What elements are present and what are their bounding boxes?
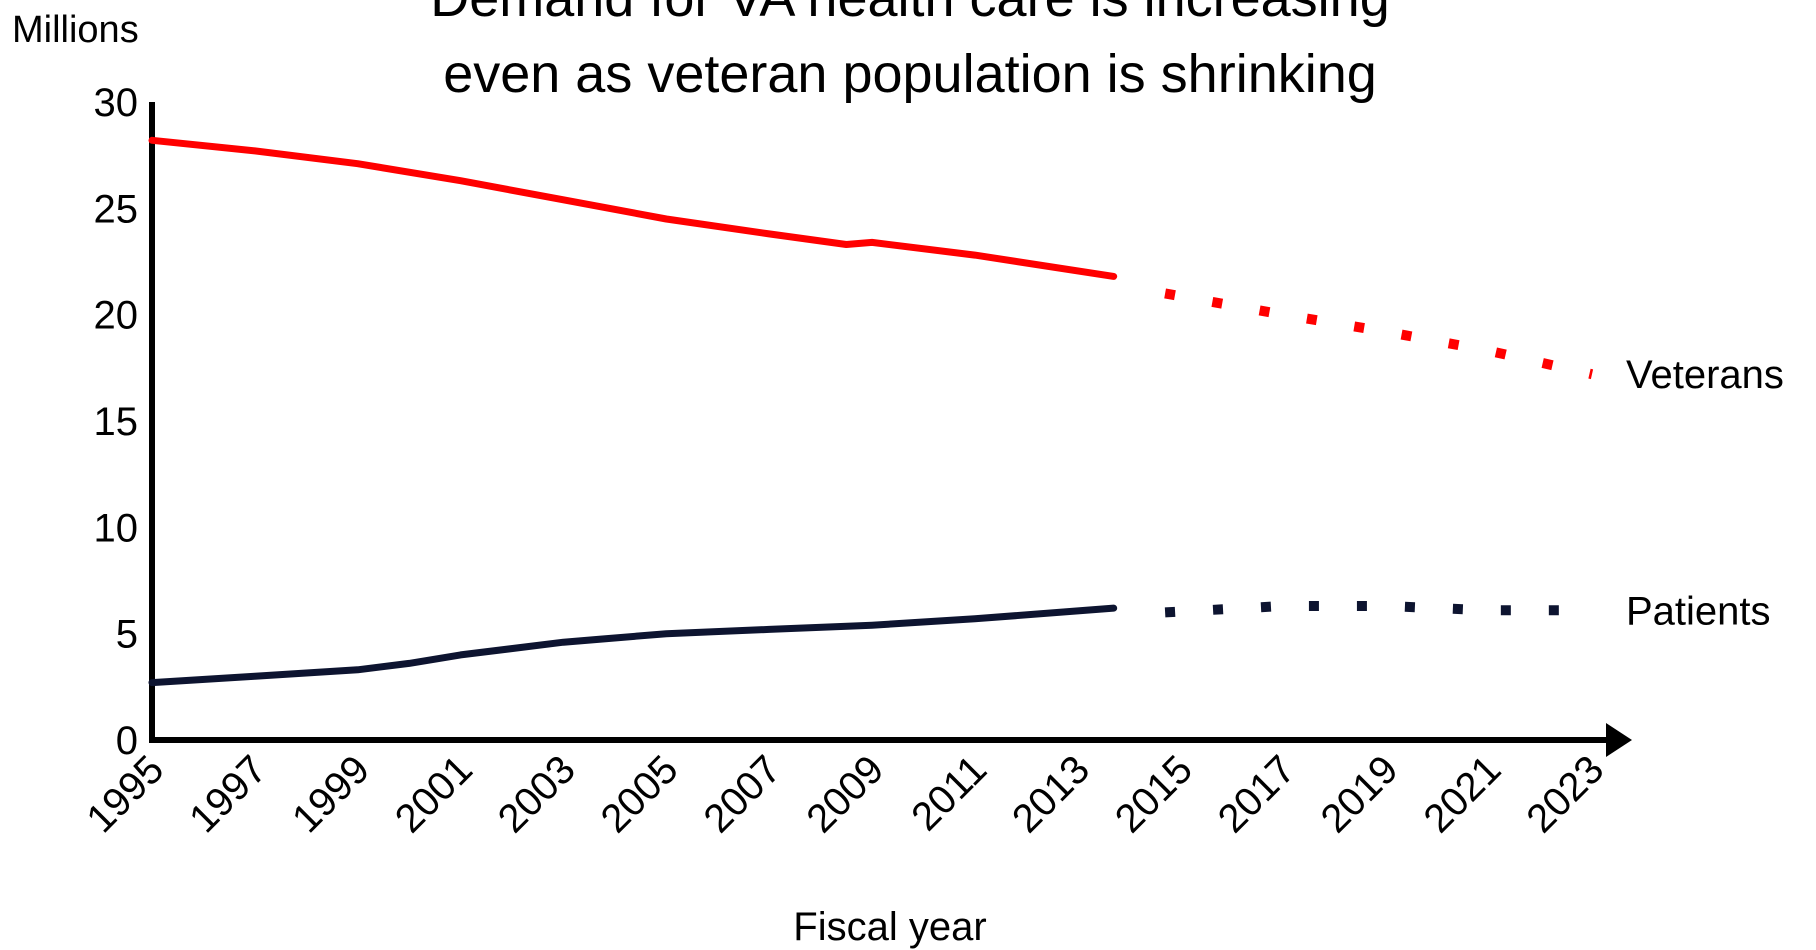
x-tick-label: 2017 [1210, 747, 1304, 841]
y-axis-label: Millions [12, 9, 139, 51]
y-tick-label: 15 [94, 400, 139, 444]
x-tick-label: 2003 [490, 747, 584, 841]
x-tick-label: 2009 [798, 747, 892, 841]
x-axis-label: Fiscal year [793, 905, 986, 949]
x-tick-label: 2023 [1518, 747, 1612, 841]
x-tick-label: 2021 [1415, 747, 1509, 841]
x-tick-label: 2007 [695, 747, 789, 841]
x-tick-labels: 1995 1997 1999 2001 2003 2005 2007 2009 2011 2013… [78, 747, 1612, 841]
series-lines [148, 136, 1594, 687]
y-tick-label: 5 [116, 613, 138, 657]
x-tick-label: 2013 [1004, 747, 1098, 841]
x-tick-label: 2015 [1107, 747, 1201, 841]
x-tick-label: 1999 [284, 747, 378, 841]
patients-actual-line [148, 604, 1118, 687]
chart-title-line-2: even as veteran population is shrinking [443, 44, 1377, 104]
y-tick-label: 25 [94, 187, 139, 231]
y-tick-label: 30 [94, 81, 139, 125]
series-labels: Veterans Patients [1626, 353, 1784, 633]
x-tick-label: 2011 [903, 747, 995, 839]
patients-series-label: Patients [1626, 589, 1771, 633]
x-tick-label: 1997 [181, 747, 275, 841]
patients-projected-line [1164, 601, 1592, 618]
x-tick-label: 2019 [1313, 747, 1407, 841]
y-tick-label: 0 [116, 719, 138, 763]
y-tick-label: 10 [94, 506, 139, 550]
x-tick-label: 2005 [593, 747, 687, 841]
x-axis-arrow [1606, 723, 1632, 757]
axes [149, 102, 1632, 757]
x-tick-label: 2001 [387, 747, 481, 841]
y-tick-label: 20 [94, 294, 139, 338]
veterans-actual-line [148, 136, 1118, 280]
chart-title-line-1: Demand for VA health care is increasing [430, 0, 1390, 28]
y-tick-labels: 0 5 10 15 20 25 30 [94, 81, 139, 763]
veterans-projected-line [1164, 288, 1594, 380]
veterans-series-label: Veterans [1626, 353, 1784, 397]
